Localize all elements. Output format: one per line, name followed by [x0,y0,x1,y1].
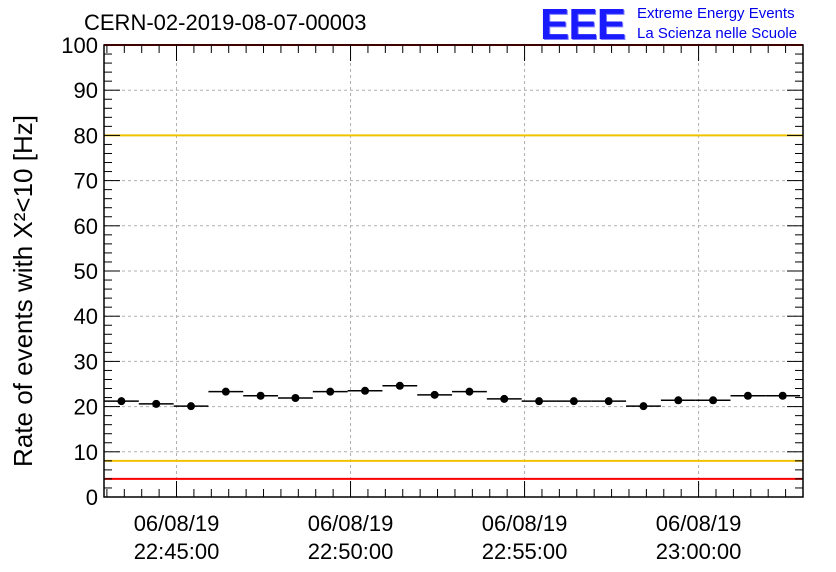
y-tick-label: 70 [74,169,98,194]
data-point [674,396,683,405]
x-tick-label-time: 23:00:00 [656,539,742,564]
data-point [152,399,161,408]
data-point [535,397,544,406]
data-point [743,391,752,400]
x-tick-label-date: 06/08/19 [308,511,394,536]
y-tick-label: 10 [74,440,98,465]
data-point [639,402,648,411]
y-tick-label: 20 [74,395,98,420]
logo-text-line-2: La Scienza nelle Scuole [637,25,798,42]
data-point [256,391,265,400]
data-point [326,387,335,396]
y-tick-label: 50 [74,259,98,284]
axis-labels: 0 10 20 30 40 50 60 70 80 90 100 06/08/19 22:45:00 06… [8,33,741,564]
data-point [709,396,718,405]
data-point [117,397,126,406]
eee-logo: EEE Extreme Energy Events La Scienza nel… [540,0,830,49]
x-tick-label-time: 22:50:00 [308,539,394,564]
data-point [187,402,196,411]
logo-text-line-1: Extreme Energy Events [637,5,795,22]
y-tick-label: 30 [74,349,98,374]
data-point [604,397,613,406]
axes [103,44,804,498]
data-point [361,386,370,395]
x-tick-label-time: 22:55:00 [482,539,568,564]
y-tick-label: 100 [61,33,98,58]
data-point [569,397,578,406]
data-point [291,394,300,403]
x-tick-label-date: 06/08/19 [656,511,742,536]
data-points [104,381,801,411]
chart-title: CERN-02-2019-08-07-00003 [84,10,367,35]
eee-logo-mark: EEE [540,0,626,49]
x-tick-label-date: 06/08/19 [134,511,220,536]
data-point [221,387,230,396]
y-tick-label: 80 [74,123,98,148]
x-tick-label-date: 06/08/19 [482,511,568,536]
y-tick-label: 0 [86,485,98,510]
grid [104,45,803,497]
y-tick-label: 40 [74,304,98,329]
data-point [465,387,474,396]
x-tick-label-time: 22:45:00 [134,539,220,564]
y-tick-label: 60 [74,214,98,239]
data-point [778,391,787,400]
data-point [430,390,439,399]
y-tick-label: 90 [74,78,98,103]
y-axis-label: Rate of events with X²<10 [Hz] [8,115,38,467]
data-point [500,394,509,403]
data-point [395,381,404,390]
